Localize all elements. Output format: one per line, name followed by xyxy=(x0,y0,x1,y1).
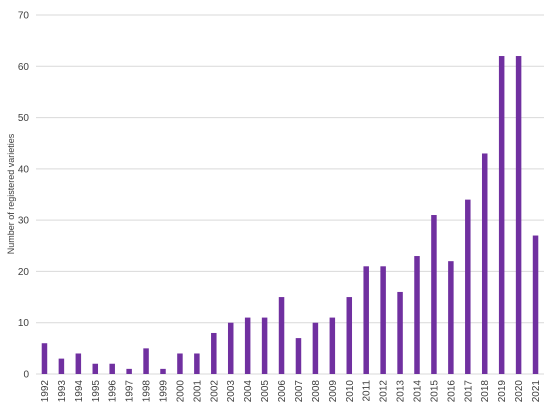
x-tick-label: 1992 xyxy=(40,380,51,403)
bar-1997 xyxy=(126,368,132,374)
bar-2017 xyxy=(465,199,471,374)
x-tick-label: 2018 xyxy=(480,380,491,403)
bar-1999 xyxy=(160,368,166,374)
bar-2021 xyxy=(532,235,539,374)
bar-2004 xyxy=(244,317,251,374)
x-tick-label: 1994 xyxy=(74,380,85,403)
x-tick-label: 2010 xyxy=(345,380,356,403)
x-tick-label: 1996 xyxy=(108,380,119,403)
bar-2009 xyxy=(329,317,336,374)
x-tick-label: 2014 xyxy=(413,380,424,403)
bar-2005 xyxy=(261,317,268,374)
x-tick-label: 2021 xyxy=(531,380,542,403)
bar-2007 xyxy=(295,338,302,374)
x-tick-label: 2009 xyxy=(328,380,339,403)
x-tick-label: 2001 xyxy=(192,380,203,403)
bar-2015 xyxy=(431,215,437,374)
x-tick-label: 1997 xyxy=(125,380,136,403)
bars xyxy=(41,56,539,375)
bar-2014 xyxy=(414,256,420,374)
y-tick-label: 40 xyxy=(18,164,30,175)
bar-2000 xyxy=(177,353,183,374)
bar-1992 xyxy=(41,343,48,374)
y-axis-label: Number of registered varieties xyxy=(6,133,16,254)
bar-2010 xyxy=(346,297,353,374)
x-tick-label: 2017 xyxy=(463,380,474,403)
bar-1996 xyxy=(109,363,115,374)
bar-2011 xyxy=(363,266,369,374)
y-tick-label: 20 xyxy=(18,267,30,278)
x-tick-label: 2019 xyxy=(497,380,508,403)
x-tick-label: 2013 xyxy=(396,380,407,403)
x-tick-label: 2000 xyxy=(175,380,186,403)
bar-1993 xyxy=(58,358,65,374)
x-tick-label: 2006 xyxy=(277,380,288,403)
y-tick-label: 50 xyxy=(18,113,30,124)
x-tick-label: 2008 xyxy=(311,380,322,403)
y-axis-ticks: 0 10 20 30 40 50 60 70 xyxy=(18,11,30,381)
bar-2003 xyxy=(227,322,234,374)
x-tick-label: 2003 xyxy=(226,380,237,403)
bar-2019 xyxy=(498,56,505,375)
bar-1995 xyxy=(92,363,99,374)
bar-1998 xyxy=(143,348,149,374)
y-tick-label: 10 xyxy=(18,318,30,329)
bar-2001 xyxy=(194,353,200,374)
y-tick-label: 30 xyxy=(18,216,30,227)
x-tick-label: 2012 xyxy=(379,380,390,403)
x-tick-label: 2002 xyxy=(209,380,220,403)
x-tick-label: 2020 xyxy=(514,380,525,403)
bar-2013 xyxy=(397,291,403,374)
x-tick-label: 2016 xyxy=(446,380,457,403)
bar-2016 xyxy=(448,261,454,374)
x-tick-label: 2007 xyxy=(294,380,305,403)
x-tick-label: 2015 xyxy=(429,380,440,403)
gridlines xyxy=(36,14,544,375)
x-axis-ticks: 1992 1993 1994 1995 1996 1997 1998 1999 2000 2001… xyxy=(40,380,542,403)
bar-2020 xyxy=(515,56,522,375)
y-tick-label: 70 xyxy=(18,11,30,22)
bar-2002 xyxy=(211,332,217,374)
x-tick-label: 2011 xyxy=(362,380,373,402)
x-tick-label: 1993 xyxy=(57,380,68,403)
bar-2018 xyxy=(481,153,488,374)
x-tick-label: 1999 xyxy=(159,380,170,403)
y-tick-label: 0 xyxy=(23,370,29,381)
x-tick-label: 1995 xyxy=(91,380,102,403)
bar-1994 xyxy=(75,353,82,374)
y-tick-label: 60 xyxy=(18,62,30,73)
bar-2012 xyxy=(380,266,386,374)
x-tick-label: 2004 xyxy=(243,380,254,403)
x-tick-label: 2005 xyxy=(260,380,271,403)
bar-2008 xyxy=(312,322,319,374)
bar-2006 xyxy=(278,297,285,374)
x-tick-label: 1998 xyxy=(142,380,153,403)
